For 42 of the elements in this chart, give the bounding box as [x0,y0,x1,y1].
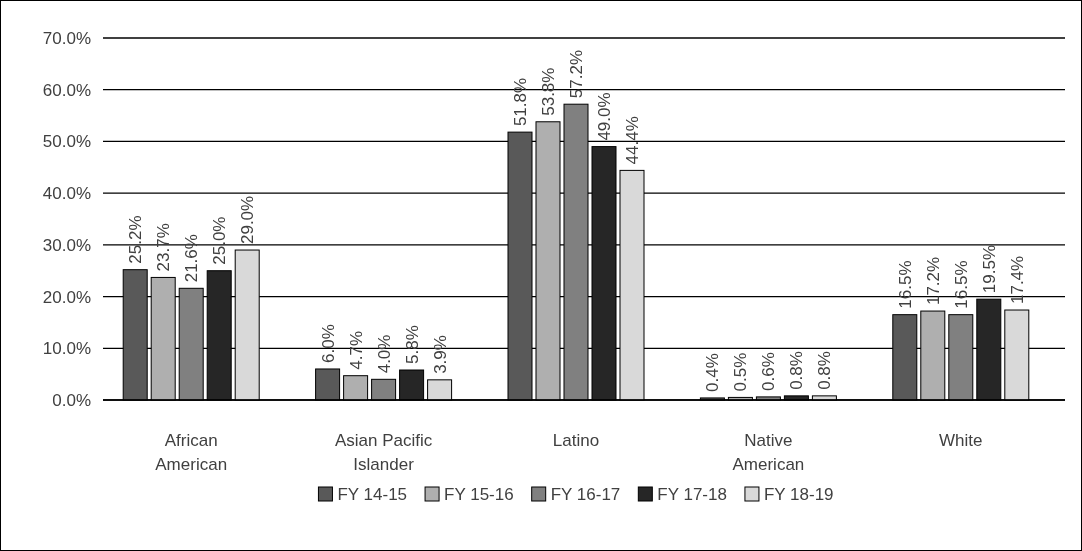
legend-label: FY 18-19 [763,485,834,504]
x-tick-label: Latino [552,431,600,450]
data-label: 44.4% [623,116,642,165]
data-label: 25.2% [126,215,146,264]
y-tick-label: 40.0% [42,184,91,204]
y-tick-label: 60.0% [42,80,91,100]
data-label: 49.0% [595,92,614,141]
legend-label: FY 14-15 [337,485,408,504]
data-label: 0.6% [759,352,779,391]
data-label: 3.9% [430,335,450,374]
data-label: 25.0% [210,216,230,265]
data-label: 0.8% [787,351,807,390]
data-label: 5.8% [402,325,422,365]
data-label: 4.0% [374,334,394,374]
data-label: 19.5% [979,244,999,294]
data-label: 0.8% [815,351,835,390]
data-label: 16.5% [951,260,971,309]
data-label: 17.4% [1007,255,1027,305]
data-label: 53.8% [539,67,558,116]
x-tick-label: White [939,431,983,450]
legend-label: FY 17-18 [657,485,727,504]
y-tick-label: 20.0% [42,287,91,307]
data-label: 17.2% [923,256,943,306]
x-tick-label: Native American [732,431,805,474]
y-tick-label: 30.0% [42,235,91,255]
data-label: 51.8% [511,77,530,127]
data-label: 6.0% [318,324,338,363]
y-tick-label: 0.0% [52,390,91,410]
data-label: 0.5% [731,352,751,392]
x-tick-label: African American [155,431,228,474]
y-tick-label: 50.0% [42,132,91,152]
data-label: 57.2% [567,49,586,99]
y-tick-label: 10.0% [42,339,91,359]
data-label: 23.7% [154,223,174,272]
data-label: 29.0% [238,195,258,245]
data-label: 4.7% [346,330,366,370]
data-label: 0.4% [703,353,723,392]
y-tick-label: 70.0% [42,28,91,48]
x-tick-label: Asian Pacific Islander [334,431,433,474]
legend-label: FY 16-17 [550,485,621,504]
legend-label: FY 15-16 [444,485,514,504]
data-label: 16.5% [895,260,915,309]
